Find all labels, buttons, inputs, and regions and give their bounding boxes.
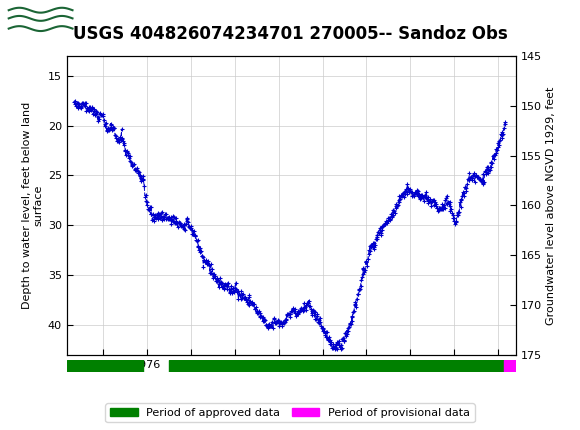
Legend: Period of approved data, Period of provisional data: Period of approved data, Period of provi… <box>106 403 474 422</box>
Bar <box>6 3 75 37</box>
Bar <box>169 360 504 372</box>
Y-axis label: Depth to water level, feet below land
surface: Depth to water level, feet below land su… <box>22 102 44 309</box>
Bar <box>504 360 516 372</box>
Bar <box>67 360 143 372</box>
Y-axis label: Groundwater level above NGVD 1929, feet: Groundwater level above NGVD 1929, feet <box>546 86 556 325</box>
Text: USGS 404826074234701 270005-- Sandoz Obs: USGS 404826074234701 270005-- Sandoz Obs <box>72 25 508 43</box>
Text: USGS: USGS <box>84 12 139 29</box>
